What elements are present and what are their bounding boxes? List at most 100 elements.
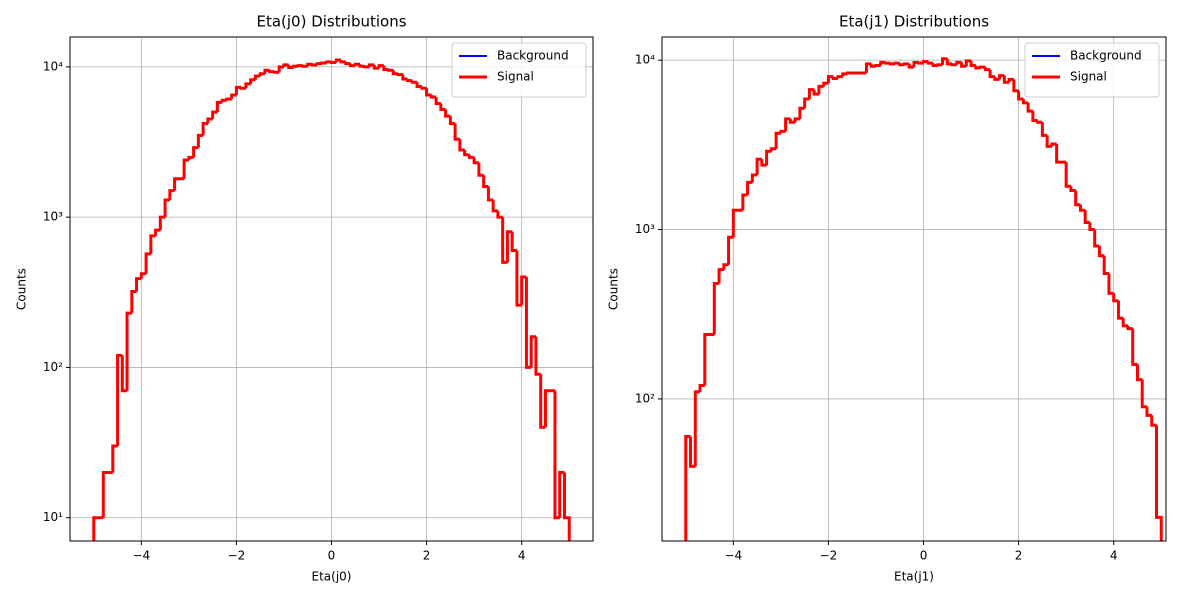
histogram-step: [444, 109, 451, 118]
histogram-step: [684, 435, 691, 541]
histogram-step: [558, 470, 565, 518]
histogram-step: [211, 110, 218, 119]
histogram-step: [296, 64, 303, 68]
histogram-step: [277, 65, 284, 73]
axes-frame: [69, 36, 594, 542]
histogram-step: [491, 200, 498, 213]
histogram-step: [1040, 122, 1048, 137]
legend-label: Background: [497, 49, 569, 63]
histogram-step: [822, 81, 829, 87]
histogram-step: [396, 72, 403, 76]
histogram-step: [912, 60, 919, 68]
histogram-step: [282, 63, 289, 67]
y-tick-label: 10⁴: [635, 53, 655, 67]
histogram-step: [717, 268, 724, 284]
histogram-step: [1145, 406, 1152, 417]
x-tick-label: 2: [1015, 549, 1023, 563]
legend: Background Signal: [451, 42, 587, 98]
histogram-step: [320, 61, 327, 65]
histogram-step: [339, 60, 346, 64]
histogram-step: [486, 186, 494, 202]
histogram-step: [879, 60, 886, 66]
histogram-step: [1135, 364, 1143, 382]
histogram-step: [784, 117, 791, 132]
histogram-step: [779, 129, 786, 134]
legend: Background Signal: [1024, 42, 1160, 98]
histogram-step: [1088, 222, 1095, 232]
histogram-step: [482, 175, 489, 188]
histogram-step: [1002, 75, 1010, 84]
histogram-step: [998, 74, 1005, 80]
histogram-step: [1007, 77, 1014, 83]
histogram-step: [301, 64, 308, 68]
histogram-step: [268, 70, 275, 74]
histogram-step: [472, 157, 479, 165]
y-tick-label: 10³: [635, 222, 655, 236]
histogram-step: [731, 208, 739, 238]
histogram-step: [755, 157, 762, 175]
histogram-step: [817, 84, 824, 95]
histogram-step: [368, 63, 375, 67]
histogram-step: [135, 277, 142, 292]
y-tick-label: 10²: [43, 360, 63, 374]
histogram-step: [453, 123, 460, 141]
histogram-step: [1074, 190, 1081, 207]
histogram-step: [874, 63, 881, 67]
histogram-step: [941, 57, 948, 65]
histogram-step: [215, 100, 223, 113]
histogram-step: [263, 68, 270, 74]
histogram-step: [353, 62, 361, 66]
histogram-step: [201, 121, 208, 136]
histogram-step: [1116, 300, 1124, 320]
histogram-step: [960, 62, 967, 68]
histogram-step: [760, 159, 767, 167]
x-tick-label: −2: [228, 549, 246, 563]
histogram-step: [765, 149, 772, 166]
histogram-step: [1064, 162, 1071, 188]
histogram-step: [1021, 98, 1029, 105]
x-axis-label: Eta(j0): [312, 570, 352, 584]
histogram-step: [92, 516, 99, 541]
histogram-step: [1083, 210, 1090, 225]
plot-marks: [684, 57, 1163, 541]
histogram-step: [1150, 415, 1157, 427]
histogram-step: [1045, 135, 1052, 148]
histogram-step: [363, 65, 370, 69]
histogram-step: [1102, 255, 1109, 276]
histogram-step: [448, 116, 456, 125]
histogram-step: [1107, 273, 1114, 295]
histogram-step: [983, 67, 991, 72]
histogram-step: [154, 228, 161, 236]
histogram-step: [158, 215, 166, 231]
histogram-step: [139, 272, 147, 279]
histogram-step: [234, 85, 242, 95]
histogram-step: [230, 93, 237, 100]
histogram-step: [439, 103, 446, 112]
histogram-step: [310, 63, 318, 67]
histogram-step: [703, 333, 710, 386]
histogram-step: [372, 64, 380, 70]
chart-title: Eta(j0) Distributions: [256, 13, 406, 31]
histogram-step: [945, 58, 953, 66]
histogram-step: [698, 384, 705, 392]
histogram-step: [553, 390, 560, 520]
histogram-step: [1093, 229, 1100, 248]
histogram-step: [1036, 120, 1043, 124]
histogram-step: [239, 86, 246, 90]
x-tick-label: 4: [1110, 549, 1118, 563]
x-tick-label: 0: [920, 549, 928, 563]
histogram-step: [391, 70, 399, 76]
histogram-step: [1078, 204, 1086, 212]
histogram-step: [168, 189, 175, 201]
histogram-step: [788, 118, 796, 124]
histogram-step: [562, 472, 571, 541]
histogram-step: [187, 155, 194, 161]
histogram-step: [917, 61, 924, 65]
histogram-step: [334, 58, 342, 63]
histogram-step: [415, 82, 422, 89]
histogram-step: [130, 290, 137, 314]
histogram-step: [458, 139, 465, 152]
histogram-step: [769, 147, 777, 152]
x-tick-label: −2: [820, 549, 838, 563]
y-axis-label: Counts: [607, 268, 621, 310]
